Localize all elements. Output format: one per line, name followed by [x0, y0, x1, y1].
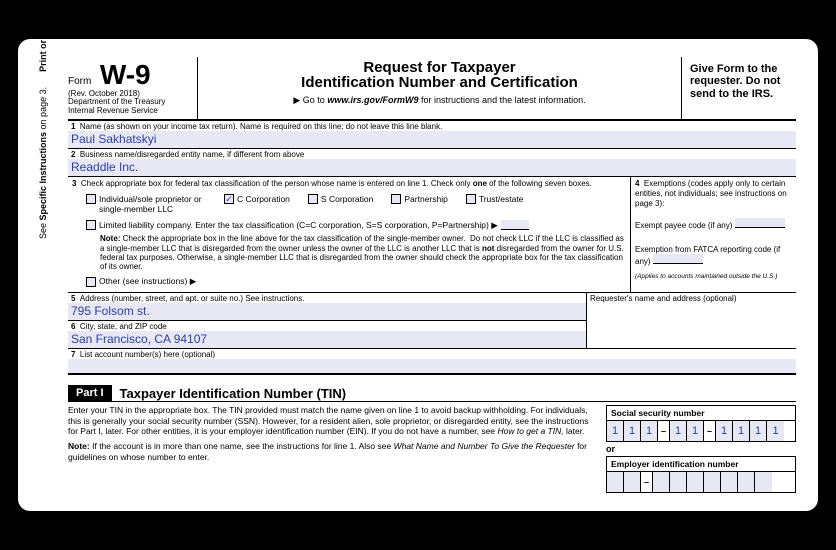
- dept-line2: Internal Revenue Service: [68, 107, 191, 116]
- llc-note: Note: Check the appropriate box in the l…: [72, 234, 626, 274]
- line1-label: 1 Name (as shown on your income tax retu…: [68, 121, 796, 131]
- line-3: 3 Check appropriate box for federal tax …: [68, 177, 631, 292]
- part1-text: Enter your TIN in the appropriate box. T…: [68, 405, 594, 493]
- form-word: Form: [68, 76, 91, 87]
- requester-box[interactable]: Requester's name and address (optional): [586, 293, 796, 348]
- line5-label: 5 Address (number, street, and apt. or s…: [68, 293, 586, 303]
- ssn-8[interactable]: 1: [750, 421, 767, 441]
- checkbox-partnership[interactable]: [391, 194, 401, 204]
- llc-row: Limited liability company. Enter the tax…: [72, 218, 626, 234]
- applies-note: (Applies to accounts maintained outside …: [635, 273, 792, 281]
- label-llc: Limited liability company. Enter the tax…: [99, 220, 498, 231]
- ssn-label: Social security number: [606, 405, 796, 420]
- header-right: Give Form to the requester. Do not send …: [681, 57, 796, 120]
- ssn-4[interactable]: 1: [670, 421, 687, 441]
- ssn-dash2: –: [704, 421, 716, 441]
- ein-3[interactable]: [653, 472, 670, 492]
- ssn-9[interactable]: 1: [767, 421, 784, 441]
- ssn-3[interactable]: 1: [641, 421, 658, 441]
- label-ccorp: C Corporation: [237, 194, 290, 204]
- other-row: Other (see instructions) ▶: [72, 274, 626, 290]
- ssn-5[interactable]: 1: [687, 421, 704, 441]
- ein-6[interactable]: [704, 472, 721, 492]
- part1-body: Enter your TIN in the appropriate box. T…: [68, 402, 796, 493]
- label-individual: Individual/sole proprietor or single-mem…: [99, 194, 206, 214]
- main-grid: 1 Name (as shown on your income tax retu…: [68, 121, 796, 375]
- llc-class-field[interactable]: [501, 220, 529, 230]
- exempt-payee-label: Exempt payee code (if any): [635, 221, 732, 230]
- w9-form: See Specific Instructions on page 3. Pri…: [18, 39, 818, 511]
- ssn-6[interactable]: 1: [716, 421, 733, 441]
- ein-1[interactable]: [607, 472, 624, 492]
- ein-9[interactable]: [755, 472, 772, 492]
- line-6: 6 City, state, and ZIP code San Francisc…: [68, 321, 586, 348]
- ssn-1[interactable]: 1: [607, 421, 624, 441]
- checkbox-scorp[interactable]: [308, 194, 318, 204]
- ein-5[interactable]: [687, 472, 704, 492]
- ein-7[interactable]: [721, 472, 738, 492]
- part1-header: Part I Taxpayer Identification Number (T…: [68, 385, 796, 402]
- goto-line: ▶ Go to www.irs.gov/FormW9 for instructi…: [204, 95, 675, 106]
- ssn-7[interactable]: 1: [733, 421, 750, 441]
- line6-value[interactable]: San Francisco, CA 94107: [68, 331, 586, 348]
- ein-8[interactable]: [738, 472, 755, 492]
- line2-value[interactable]: Readdle Inc.: [68, 159, 796, 176]
- ssn-dash1: –: [658, 421, 670, 441]
- label-other: Other (see instructions) ▶: [99, 276, 196, 287]
- line1-value[interactable]: Paul Sakhatskyi: [68, 131, 796, 148]
- line-7: 7 List account number(s) here (optional): [68, 348, 796, 373]
- line-1: 1 Name (as shown on your income tax retu…: [68, 121, 796, 149]
- ssn-2[interactable]: 1: [624, 421, 641, 441]
- checkbox-other[interactable]: [86, 277, 96, 287]
- row-3-4: 3 Check appropriate box for federal tax …: [68, 177, 796, 292]
- ssn-boxes[interactable]: 1 1 1 – 1 1 – 1 1 1 1: [606, 420, 796, 442]
- checkbox-ccorp[interactable]: ✓: [224, 194, 234, 204]
- label-scorp: S Corporation: [321, 194, 373, 204]
- line2-label: 2 Business name/disregarded entity name,…: [68, 149, 796, 159]
- form-number: W-9: [100, 59, 151, 90]
- line7-label: 7 List account number(s) here (optional): [68, 349, 796, 359]
- checkbox-trust[interactable]: [466, 194, 476, 204]
- ein-boxes[interactable]: –: [606, 471, 796, 493]
- line7-value[interactable]: [68, 359, 796, 373]
- line-4: 4 Exemptions (codes apply only to certai…: [631, 177, 796, 292]
- line-5: 5 Address (number, street, and apt. or s…: [68, 293, 586, 321]
- sidebar-instructions: See Specific Instructions on page 3. Pri…: [38, 16, 48, 239]
- line5-value[interactable]: 795 Folsom st.: [68, 303, 586, 320]
- classification-checkboxes: Individual/sole proprietor or single-mem…: [72, 190, 626, 218]
- header-center: Request for Taxpayer Identification Numb…: [198, 57, 681, 120]
- ein-2[interactable]: [624, 472, 641, 492]
- part1-badge: Part I: [68, 385, 112, 401]
- label-partnership: Partnership: [404, 194, 447, 204]
- ein-label: Employer identification number: [606, 456, 796, 471]
- fatca-field[interactable]: [653, 254, 703, 264]
- exempt-payee-field[interactable]: [735, 218, 785, 228]
- checkbox-llc[interactable]: [86, 220, 96, 230]
- row-5-6: 5 Address (number, street, and apt. or s…: [68, 292, 796, 348]
- form-header: Form W-9 (Rev. October 2018) Department …: [68, 57, 796, 122]
- ein-dash: –: [641, 472, 653, 492]
- line-2: 2 Business name/disregarded entity name,…: [68, 149, 796, 177]
- checkbox-individual[interactable]: [86, 194, 96, 204]
- or-text: or: [606, 444, 796, 454]
- requester-label: Requester's name and address (optional): [590, 294, 737, 303]
- line6-label: 6 City, state, and ZIP code: [68, 321, 586, 331]
- header-left: Form W-9 (Rev. October 2018) Department …: [68, 57, 198, 120]
- part1-title: Taxpayer Identification Number (TIN): [120, 386, 347, 401]
- ein-4[interactable]: [670, 472, 687, 492]
- label-trust: Trust/estate: [479, 194, 524, 204]
- title-line2: Identification Number and Certification: [204, 74, 675, 91]
- tin-column: Social security number 1 1 1 – 1 1 – 1 1…: [606, 405, 796, 493]
